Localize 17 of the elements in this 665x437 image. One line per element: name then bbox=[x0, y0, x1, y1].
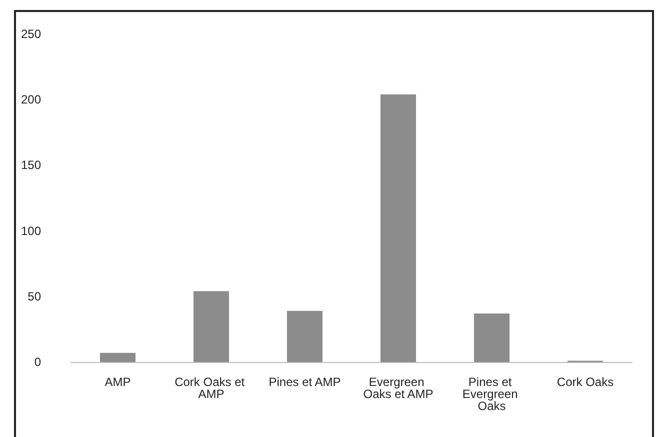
x-tick-label: AMP bbox=[104, 375, 131, 389]
bar bbox=[193, 291, 230, 362]
bar bbox=[100, 352, 136, 362]
y-tick-label: 250 bbox=[20, 27, 42, 41]
y-tick-label: 100 bbox=[20, 224, 42, 238]
x-tick-label: Pines et AMP bbox=[268, 375, 341, 389]
y-tick-label: 200 bbox=[20, 92, 42, 107]
bar bbox=[286, 310, 323, 362]
x-tick-label: Cork Oaks et AMP bbox=[174, 375, 248, 401]
x-tick-label: Evergreen Oaks et AMP bbox=[363, 375, 434, 401]
y-tick-label: 0 bbox=[34, 355, 42, 369]
x-tick-label: Cork Oaks bbox=[556, 375, 614, 389]
bar bbox=[474, 313, 510, 362]
y-tick-label: 50 bbox=[28, 289, 42, 304]
bar bbox=[380, 94, 416, 362]
y-tick-label: 150 bbox=[20, 158, 42, 172]
x-tick-label: Pines et Evergreen Oaks bbox=[462, 375, 522, 413]
